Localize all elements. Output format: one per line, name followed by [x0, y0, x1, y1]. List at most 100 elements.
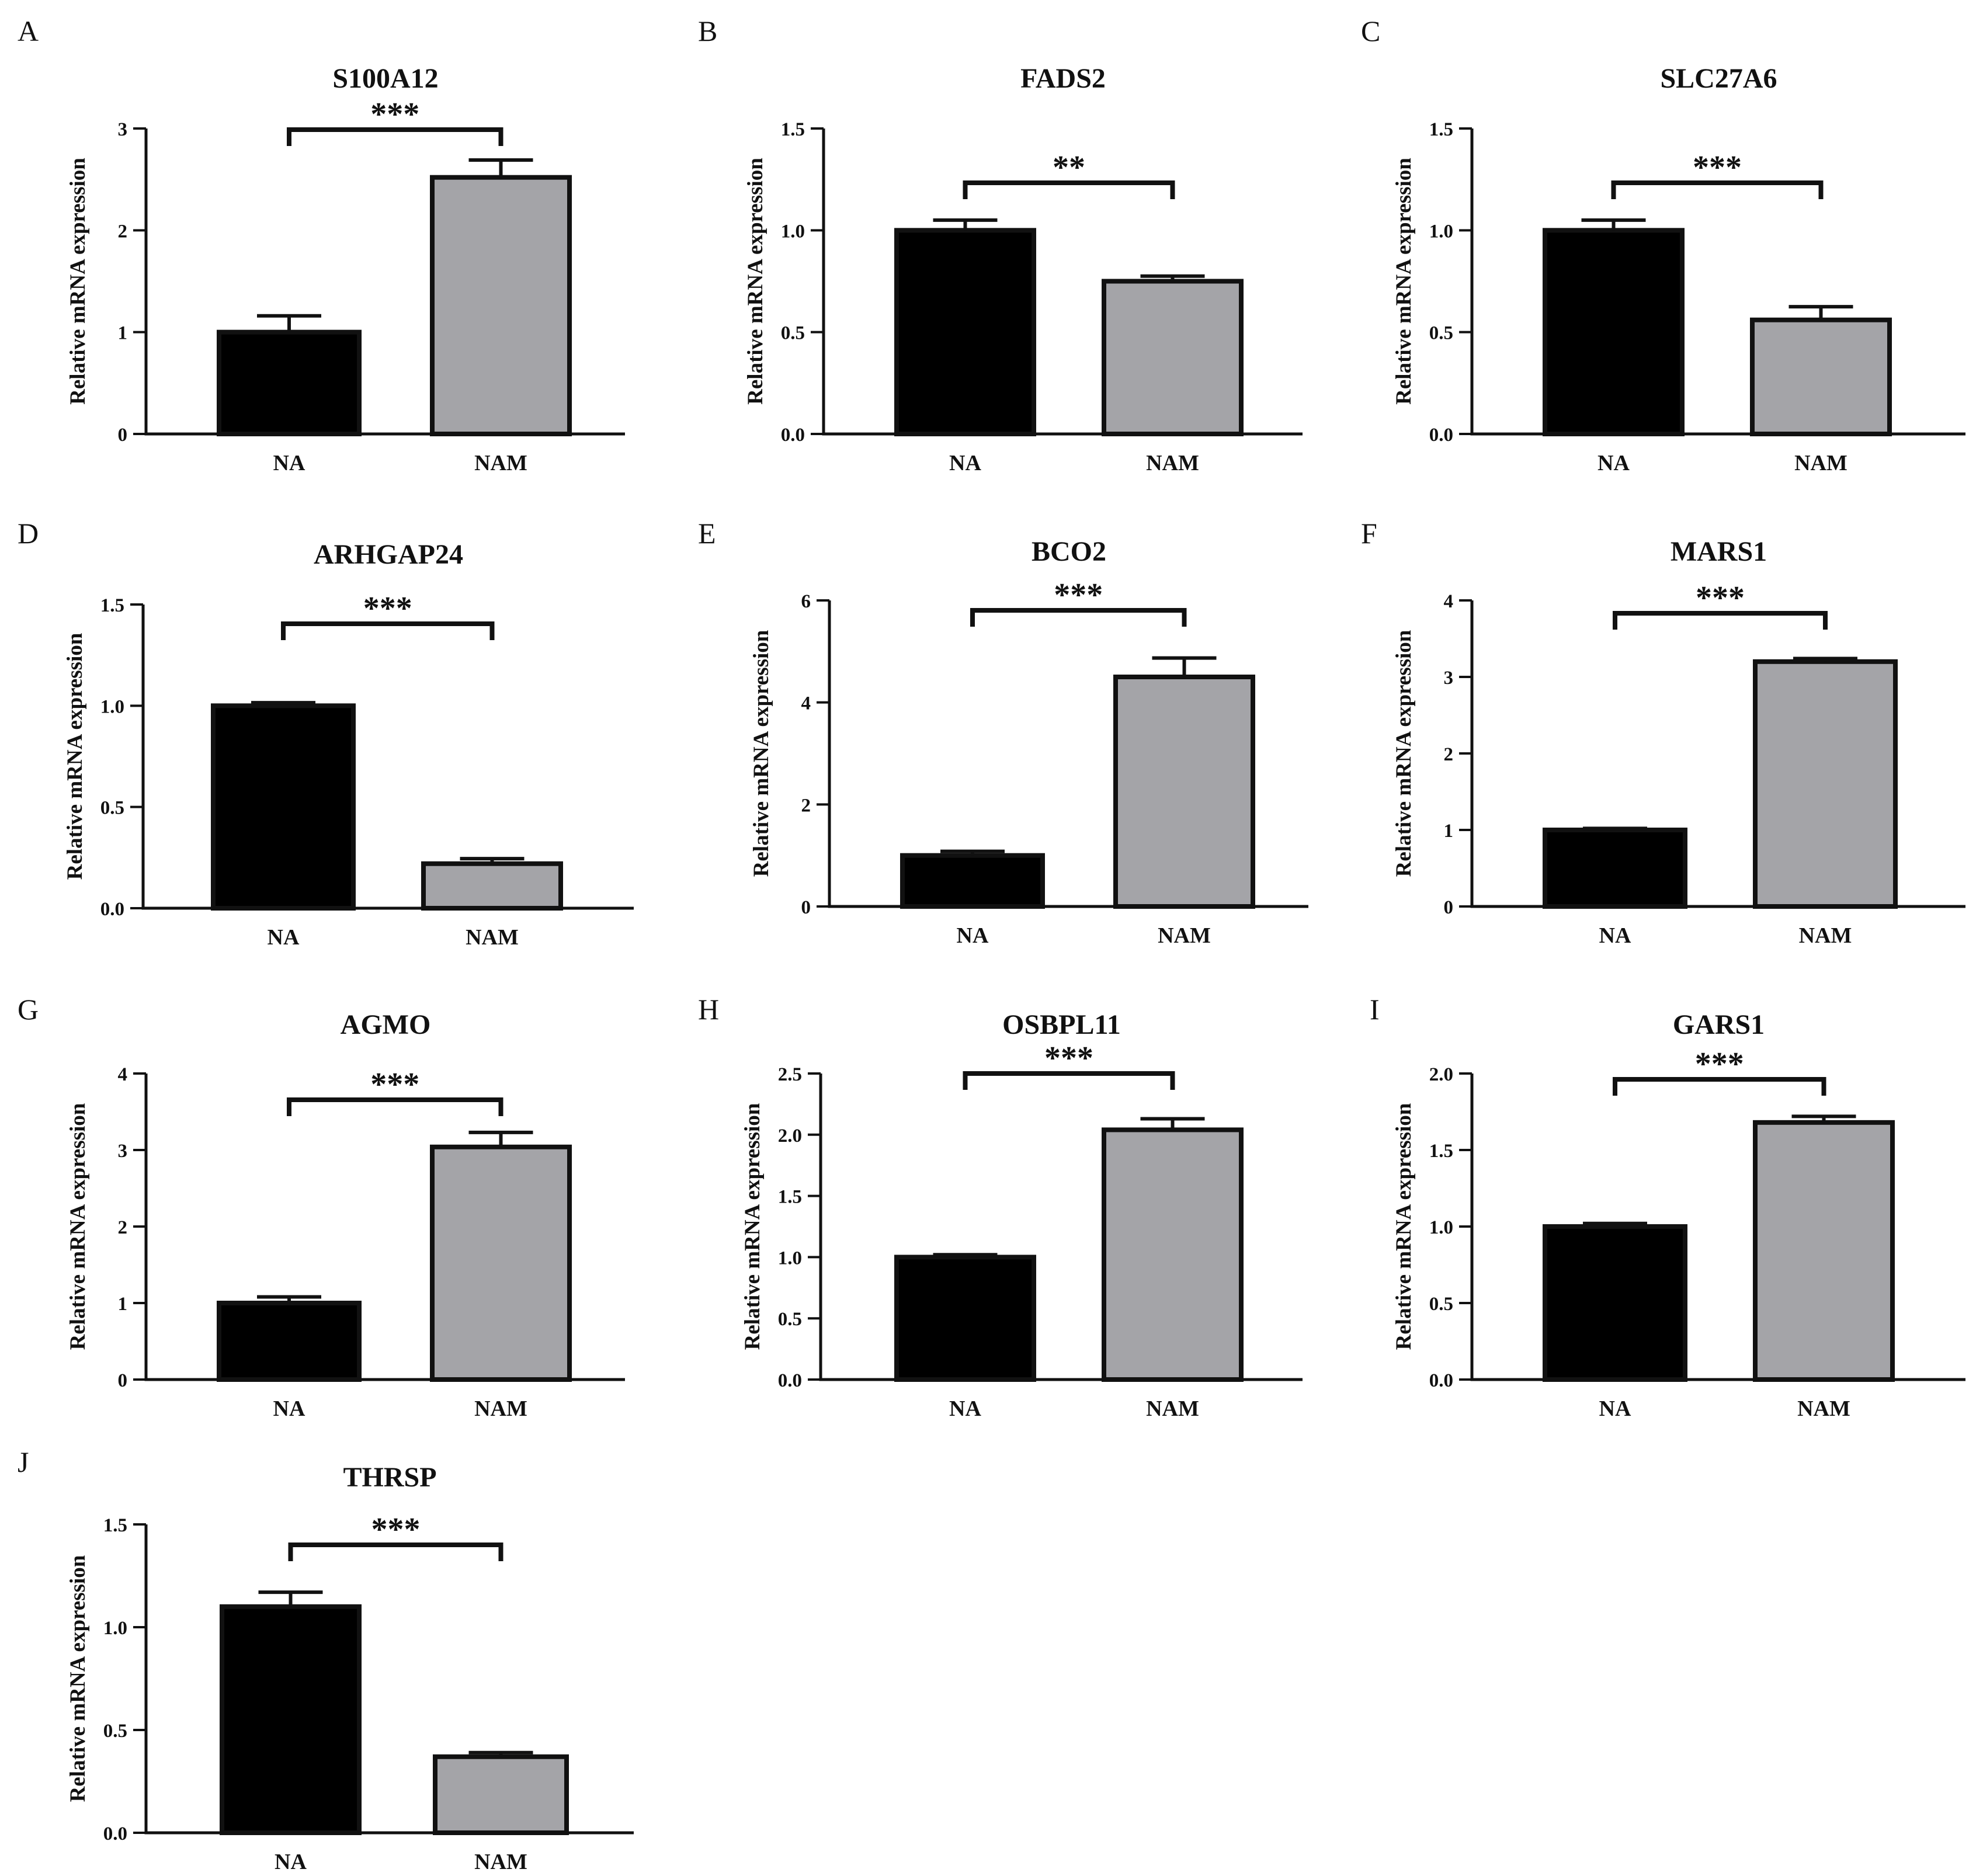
error-bar-j-nam [468, 1750, 533, 1757]
y-tick-label-a: 3 [118, 119, 128, 140]
bar-h-na [894, 1255, 1036, 1382]
x-tick-label-g-nam: NAM [474, 1396, 527, 1421]
error-bar-d-na [251, 701, 315, 706]
error-bar-e-nam [1152, 656, 1217, 677]
y-tick-label-i: 1.0 [1429, 1217, 1453, 1238]
y-tick-label-c: 0.0 [1429, 425, 1453, 446]
y-tick-label-d: 1.5 [100, 595, 124, 616]
y-tick-label-f: 3 [1444, 668, 1454, 689]
y-tick-label-f: 1 [1444, 821, 1454, 842]
y-tick-label-g: 2 [118, 1217, 128, 1238]
bar-d-na [211, 703, 356, 911]
error-bar-b-na [933, 218, 998, 231]
significance-label-h: *** [1044, 1040, 1093, 1076]
panel-letter-b: B [698, 15, 717, 47]
bar-i-nam [1753, 1120, 1895, 1382]
y-tick-label-a: 1 [118, 323, 128, 344]
y-tick-label-f: 0 [1444, 897, 1454, 918]
x-tick-label-j-nam: NAM [474, 1850, 527, 1874]
error-bar-c-nam [1788, 305, 1853, 320]
x-tick-label-c-nam: NAM [1794, 451, 1847, 475]
chart-title-h: OSBPL11 [1002, 1009, 1121, 1040]
x-tick-label-g-na: NA [273, 1396, 305, 1421]
y-tick-label-a: 2 [118, 221, 128, 242]
panel-letter-h: H [698, 993, 719, 1026]
significance-bracket-e [970, 608, 1187, 627]
y-tick-label-e: 6 [801, 591, 811, 612]
chart-title-c: SLC27A6 [1660, 63, 1777, 94]
y-tick-label-e: 4 [801, 693, 811, 714]
error-bar-g-nam [468, 1130, 533, 1147]
significance-bracket-f [1613, 611, 1828, 630]
error-bar-h-na [933, 1253, 998, 1257]
bar-f-na [1543, 828, 1687, 909]
panel-letter-a: A [18, 15, 39, 47]
significance-bracket-i [1613, 1077, 1826, 1096]
y-axis-label-h: Relative mRNA expression [741, 1103, 765, 1350]
y-tick-label-e: 0 [801, 897, 811, 918]
y-tick-label-a: 0 [118, 425, 128, 446]
significance-label-b: ** [1053, 150, 1085, 186]
y-tick-label-h: 0.5 [778, 1309, 802, 1330]
y-tick-label-i: 1.5 [1429, 1141, 1453, 1162]
significance-bracket-d [281, 621, 495, 640]
y-tick-label-g: 1 [118, 1294, 128, 1315]
y-tick-label-g: 4 [118, 1064, 128, 1085]
error-bar-c-na [1581, 218, 1646, 231]
significance-label-d: *** [363, 590, 412, 627]
x-tick-label-j-na: NA [275, 1850, 307, 1874]
error-bar-f-nam [1793, 656, 1857, 662]
x-tick-label-b-nam: NAM [1146, 451, 1199, 475]
bar-h-nam [1102, 1127, 1244, 1382]
x-tick-label-c-na: NA [1597, 451, 1630, 475]
panel-letter-g: G [18, 993, 39, 1026]
significance-bracket-b [963, 180, 1175, 199]
chart-title-b: FADS2 [1020, 63, 1106, 94]
y-axis-label-g: Relative mRNA expression [66, 1103, 90, 1350]
x-tick-label-a-nam: NAM [474, 451, 527, 475]
significance-label-j: *** [371, 1512, 421, 1548]
y-tick-label-f: 2 [1444, 744, 1454, 765]
y-tick-label-i: 0.0 [1429, 1370, 1453, 1391]
significance-label-f: *** [1696, 580, 1745, 616]
chart-panel-h: H OSBPL11 Relative mRNA expression NA NAM 0.0… [698, 993, 1303, 1421]
y-axis-label-e: Relative mRNA expression [749, 630, 773, 877]
chart-title-d: ARHGAP24 [314, 539, 463, 570]
chart-panel-d: D ARHGAP24 Relative mRNA expression NA NAM 0.… [18, 517, 634, 950]
x-tick-label-h-nam: NAM [1146, 1396, 1199, 1421]
y-axis-label-c: Relative mRNA expression [1392, 158, 1416, 405]
y-tick-label-b: 1.0 [781, 221, 805, 242]
chart-panel-e: E BCO2 Relative mRNA expression NA NAM 0 2 4 6 **… [698, 517, 1308, 948]
y-axis-label-j: Relative mRNA expression [66, 1555, 90, 1802]
panel-letter-d: D [18, 517, 39, 550]
error-bar-h-nam [1140, 1117, 1205, 1130]
panel-letter-i: I [1370, 993, 1380, 1026]
y-tick-label-j: 1.0 [103, 1618, 127, 1639]
significance-label-c: *** [1693, 150, 1742, 186]
x-tick-label-d-na: NA [268, 925, 300, 950]
significance-bracket-a [287, 127, 503, 146]
significance-bracket-c [1611, 180, 1824, 199]
bar-b-nam [1102, 279, 1244, 436]
y-tick-label-i: 2.0 [1429, 1064, 1453, 1085]
x-tick-label-b-na: NA [949, 451, 981, 475]
chart-panel-g: G AGMO Relative mRNA expression NA NAM 0 1 2 3 4 *… [18, 993, 625, 1421]
y-tick-label-g: 0 [118, 1370, 128, 1391]
bar-a-na [217, 329, 362, 437]
bar-c-na [1543, 228, 1685, 436]
bar-d-nam [421, 861, 563, 911]
y-axis-label-b: Relative mRNA expression [744, 158, 767, 405]
bar-a-nam [430, 175, 572, 436]
significance-bracket-g [287, 1097, 503, 1116]
bar-c-nam [1750, 317, 1892, 436]
error-bar-d-nam [460, 857, 525, 864]
bar-g-nam [430, 1144, 572, 1382]
bar-g-na [217, 1301, 362, 1382]
chart-title-e: BCO2 [1032, 536, 1106, 567]
bar-j-na [220, 1604, 362, 1836]
y-tick-label-j: 0.5 [103, 1721, 127, 1742]
y-tick-label-c: 1.5 [1429, 119, 1453, 140]
bar-e-na [900, 853, 1045, 909]
significance-label-a: *** [370, 96, 419, 133]
